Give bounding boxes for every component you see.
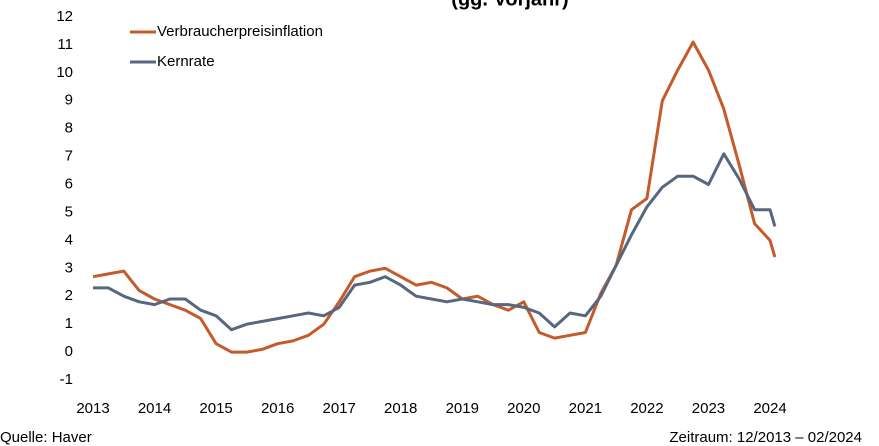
chart-title: (gg. Vorjahr) — [451, 0, 568, 10]
line — [93, 152, 777, 332]
y-tick-label: 12 — [56, 8, 73, 25]
x-tick-label: 2024 — [753, 400, 786, 417]
line — [92, 40, 777, 354]
x-tick-label: 2020 — [507, 400, 540, 417]
y-tick-label: 10 — [56, 64, 73, 81]
y-tick-label: 0 — [65, 343, 73, 360]
y-tick-label: 3 — [65, 259, 73, 276]
y-tick-label: 6 — [65, 176, 73, 193]
y-tick-label: 4 — [65, 231, 73, 248]
x-tick-label: 2016 — [261, 400, 294, 417]
period: Zeitraum: 12/2013 – 02/2024 — [669, 429, 862, 446]
x-tick-label: 2017 — [322, 400, 355, 417]
x-tick-label: 2013 — [76, 400, 109, 417]
y-tick-label: -1 — [60, 371, 73, 388]
x-tick-label: 2023 — [692, 400, 725, 417]
x-tick-label: 2014 — [138, 400, 171, 417]
x-tick-label: 2021 — [569, 400, 602, 417]
y-tick-label: 1 — [65, 315, 73, 332]
y-tick-label: 11 — [57, 36, 73, 53]
y-tick-label: 2 — [65, 287, 73, 304]
y-tick-label: 7 — [65, 148, 73, 165]
y-tick-label: 8 — [65, 120, 73, 137]
legend-label: Verbraucherpreisinflation — [157, 23, 323, 40]
x-tick-label: 2018 — [384, 400, 417, 417]
x-tick-label: 2022 — [630, 400, 663, 417]
y-tick-label: 5 — [65, 203, 73, 220]
x-tick-label: 2019 — [446, 400, 479, 417]
legend-label: Kernrate — [157, 53, 215, 70]
y-tick-label: 9 — [65, 92, 73, 109]
x-tick-label: 2015 — [199, 400, 232, 417]
source: Quelle: Haver — [0, 429, 92, 446]
